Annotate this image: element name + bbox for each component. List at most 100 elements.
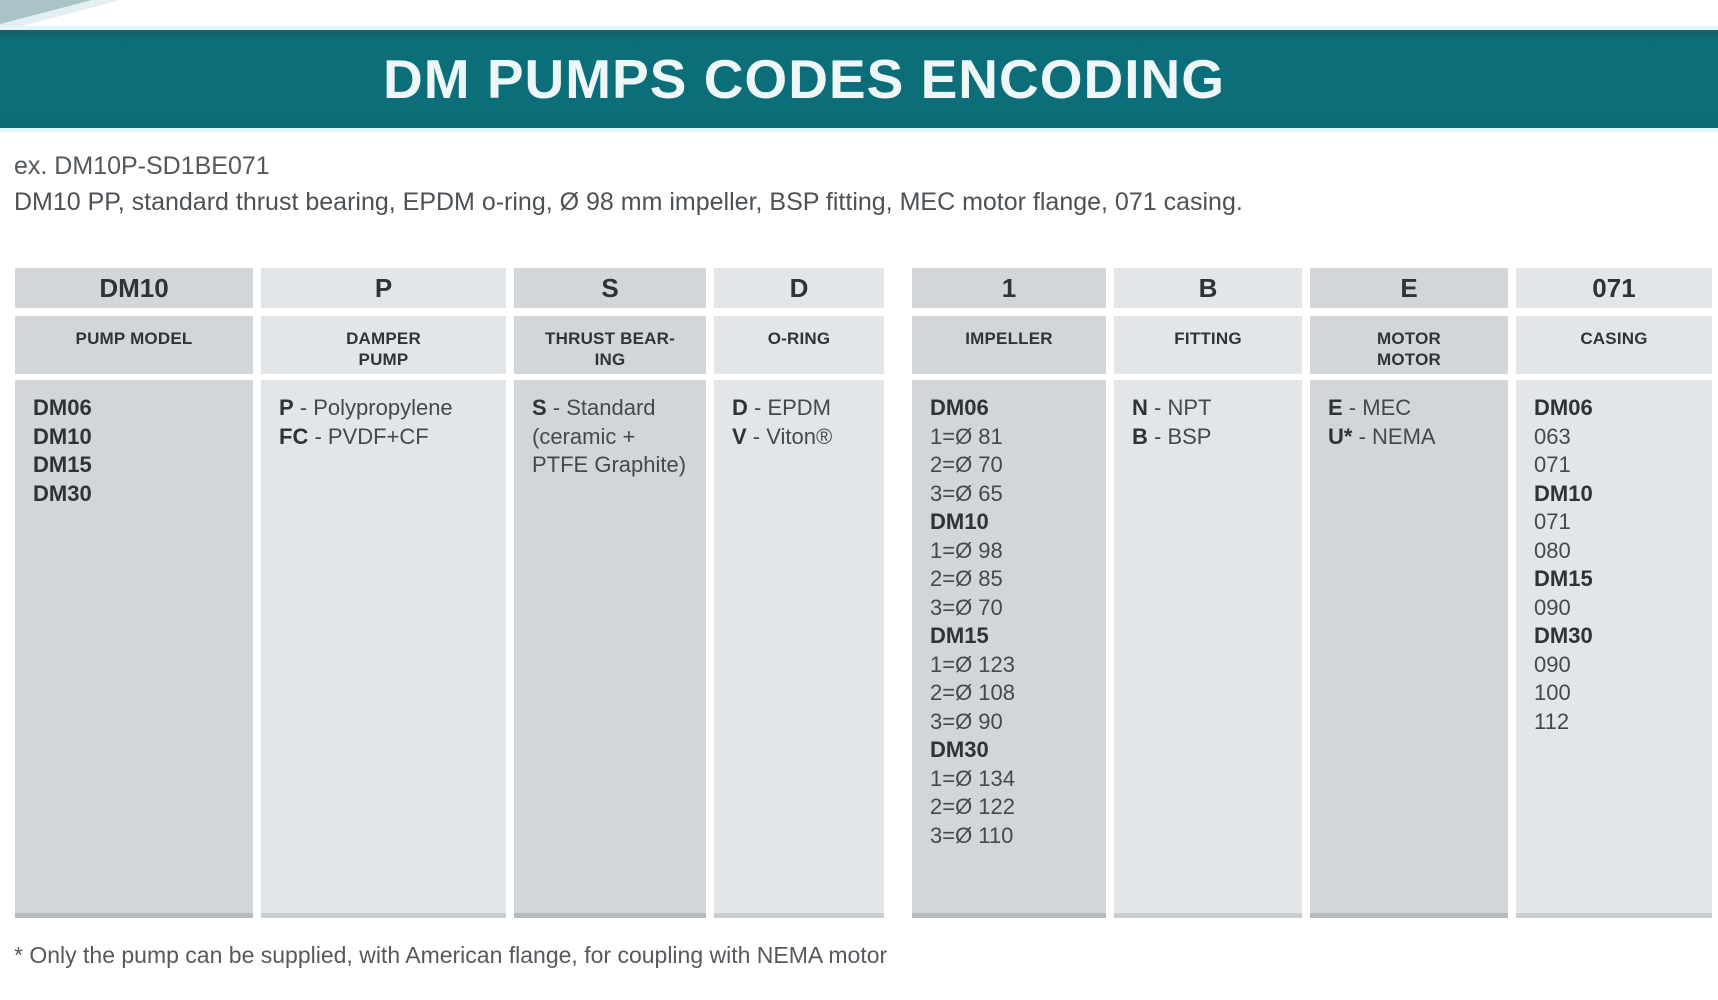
body-line-code: E bbox=[1328, 395, 1343, 420]
body-line-text: - Viton® bbox=[746, 423, 833, 449]
column-label-cell: DAMPER PUMP bbox=[261, 316, 506, 374]
body-line-text: 1=Ø 81 bbox=[930, 423, 1003, 449]
body-line-text: 090 bbox=[1534, 594, 1571, 620]
body-line-text: 1=Ø 98 bbox=[930, 537, 1003, 563]
body-line: DM10 bbox=[33, 423, 243, 452]
body-line-text: - MEC bbox=[1342, 395, 1412, 420]
body-line: U* - NEMA bbox=[1328, 423, 1498, 452]
body-line-text: (ceramic + bbox=[532, 423, 636, 449]
corner-decoration bbox=[0, 0, 92, 24]
body-line-code: S bbox=[532, 395, 547, 420]
column-body-cell: DM06 1=Ø 81 2=Ø 70 3=Ø 65 DM10 1=Ø 98 2=Ø 85 3=… bbox=[912, 380, 1106, 918]
body-line: 3=Ø 65 bbox=[930, 480, 1096, 509]
body-line: 090 bbox=[1534, 651, 1702, 680]
body-line: 063 bbox=[1534, 423, 1702, 452]
body-line-text: 071 bbox=[1534, 509, 1571, 534]
column-label-cell: O-RING bbox=[714, 316, 884, 374]
body-line-code: DM15 bbox=[1534, 566, 1593, 591]
body-line-text: 3=Ø 90 bbox=[930, 708, 1003, 734]
column-label-cell: CASING bbox=[1516, 316, 1712, 374]
body-line: 3=Ø 110 bbox=[930, 822, 1096, 851]
table-column: P DAMPER PUMP P - Polypropylene FC - PVDF+C… bbox=[261, 268, 506, 918]
body-line: 2=Ø 85 bbox=[930, 565, 1096, 594]
column-body-cell: D - EPDM V - Viton® bbox=[714, 380, 884, 918]
body-line-text: 071 bbox=[1534, 452, 1571, 477]
column-code-cell: S bbox=[514, 268, 706, 308]
table-column: 071 CASING DM06 063 071 DM10 071 080 DM15 090 DM30… bbox=[1516, 268, 1712, 918]
body-line: DM06 bbox=[1534, 394, 1702, 423]
column-body-cell: DM06 DM10 DM15 DM30 bbox=[15, 380, 253, 918]
column-code-cell: B bbox=[1114, 268, 1302, 308]
body-line: 2=Ø 122 bbox=[930, 793, 1096, 822]
body-line-text: - EPDM bbox=[747, 395, 832, 420]
body-line: 090 bbox=[1534, 594, 1702, 623]
body-line: FC - PVDF+CF bbox=[279, 423, 496, 452]
body-line: 112 bbox=[1534, 708, 1702, 737]
body-line: DM30 bbox=[33, 480, 243, 509]
body-line: DM15 bbox=[930, 622, 1096, 651]
table-column: 1 IMPELLER DM06 1=Ø 81 2=Ø 70 3=Ø 65 DM10 1=Ø 9… bbox=[912, 268, 1106, 918]
body-line: 071 bbox=[1534, 451, 1702, 480]
body-line-code: DM06 bbox=[1534, 395, 1593, 420]
table-column: E MOTOR MOTOR E - MEC U* - NEMA bbox=[1310, 268, 1508, 918]
footnote: * Only the pump can be supplied, with Am… bbox=[14, 942, 888, 968]
column-body-cell: E - MEC U* - NEMA bbox=[1310, 380, 1508, 918]
body-line-text: 3=Ø 65 bbox=[930, 480, 1003, 506]
body-line-text: 3=Ø 70 bbox=[930, 594, 1003, 620]
body-line: 3=Ø 90 bbox=[930, 708, 1096, 737]
table-column: DM10 PUMP MODEL DM06 DM10 DM15 DM30 bbox=[15, 268, 253, 918]
body-line-code: DM06 bbox=[33, 395, 92, 420]
body-line-code: B bbox=[1132, 423, 1148, 449]
table-column: D O-RING D - EPDM V - Viton® bbox=[714, 268, 884, 918]
body-line-text: 080 bbox=[1534, 537, 1571, 563]
body-line-text: 1=Ø 123 bbox=[930, 651, 1016, 677]
body-line-text: - PVDF+CF bbox=[308, 423, 429, 449]
column-label-cell: PUMP MODEL bbox=[15, 316, 253, 374]
table-column: B FITTING N - NPT B - BSP bbox=[1114, 268, 1302, 918]
body-line-text: - NPT bbox=[1147, 395, 1212, 420]
body-line-text: 2=Ø 70 bbox=[930, 452, 1003, 477]
body-line-code: P bbox=[279, 395, 294, 420]
body-line-code: D bbox=[732, 395, 748, 420]
body-line-code: DM15 bbox=[930, 623, 989, 648]
column-label-cell: FITTING bbox=[1114, 316, 1302, 374]
body-line-text: 2=Ø 85 bbox=[930, 566, 1003, 591]
body-line-code: DM30 bbox=[33, 480, 92, 506]
body-line: DM15 bbox=[33, 451, 243, 480]
body-line: 1=Ø 134 bbox=[930, 765, 1096, 794]
body-line-code: V bbox=[732, 423, 747, 449]
column-label-cell: IMPELLER bbox=[912, 316, 1106, 374]
body-line: DM30 bbox=[930, 736, 1096, 765]
page-title: DM PUMPS CODES ENCODING bbox=[383, 48, 1225, 110]
body-line-code: N bbox=[1132, 395, 1148, 420]
body-line-text: 3=Ø 110 bbox=[930, 822, 1014, 848]
body-line-text: 112 bbox=[1534, 708, 1570, 734]
column-code-cell: DM10 bbox=[15, 268, 253, 308]
example-code: ex. DM10P-SD1BE071 bbox=[14, 152, 270, 180]
body-line: B - BSP bbox=[1132, 423, 1292, 452]
body-line: 2=Ø 108 bbox=[930, 679, 1096, 708]
body-line: PTFE Graphite) bbox=[532, 451, 696, 480]
body-line-text: 1=Ø 134 bbox=[930, 765, 1016, 791]
column-label-cell: MOTOR MOTOR bbox=[1310, 316, 1508, 374]
column-code-cell: 071 bbox=[1516, 268, 1712, 308]
example-block: ex. DM10P-SD1BE071 DM10 PP, standard thr… bbox=[14, 148, 1243, 220]
body-line-code: DM15 bbox=[33, 452, 92, 477]
body-line-text: - BSP bbox=[1147, 423, 1212, 449]
body-line: 1=Ø 81 bbox=[930, 423, 1096, 452]
body-line-code: DM10 bbox=[1534, 480, 1593, 506]
body-line-text: 100 bbox=[1534, 680, 1571, 705]
table-column: S THRUST BEAR- ING S - Standard (ceramic + P… bbox=[514, 268, 706, 918]
body-line: 3=Ø 70 bbox=[930, 594, 1096, 623]
body-line: (ceramic + bbox=[532, 423, 696, 452]
body-line-text: - Polypropylene bbox=[293, 395, 453, 420]
body-line: DM06 bbox=[33, 394, 243, 423]
body-line-text: 090 bbox=[1534, 651, 1571, 677]
column-body-cell: DM06 063 071 DM10 071 080 DM15 090 DM30 090 100 112 bbox=[1516, 380, 1712, 918]
body-line: V - Viton® bbox=[732, 423, 874, 452]
column-code-cell: E bbox=[1310, 268, 1508, 308]
column-body-cell: N - NPT B - BSP bbox=[1114, 380, 1302, 918]
body-line-code: DM30 bbox=[1534, 623, 1593, 648]
body-line: D - EPDM bbox=[732, 394, 874, 423]
